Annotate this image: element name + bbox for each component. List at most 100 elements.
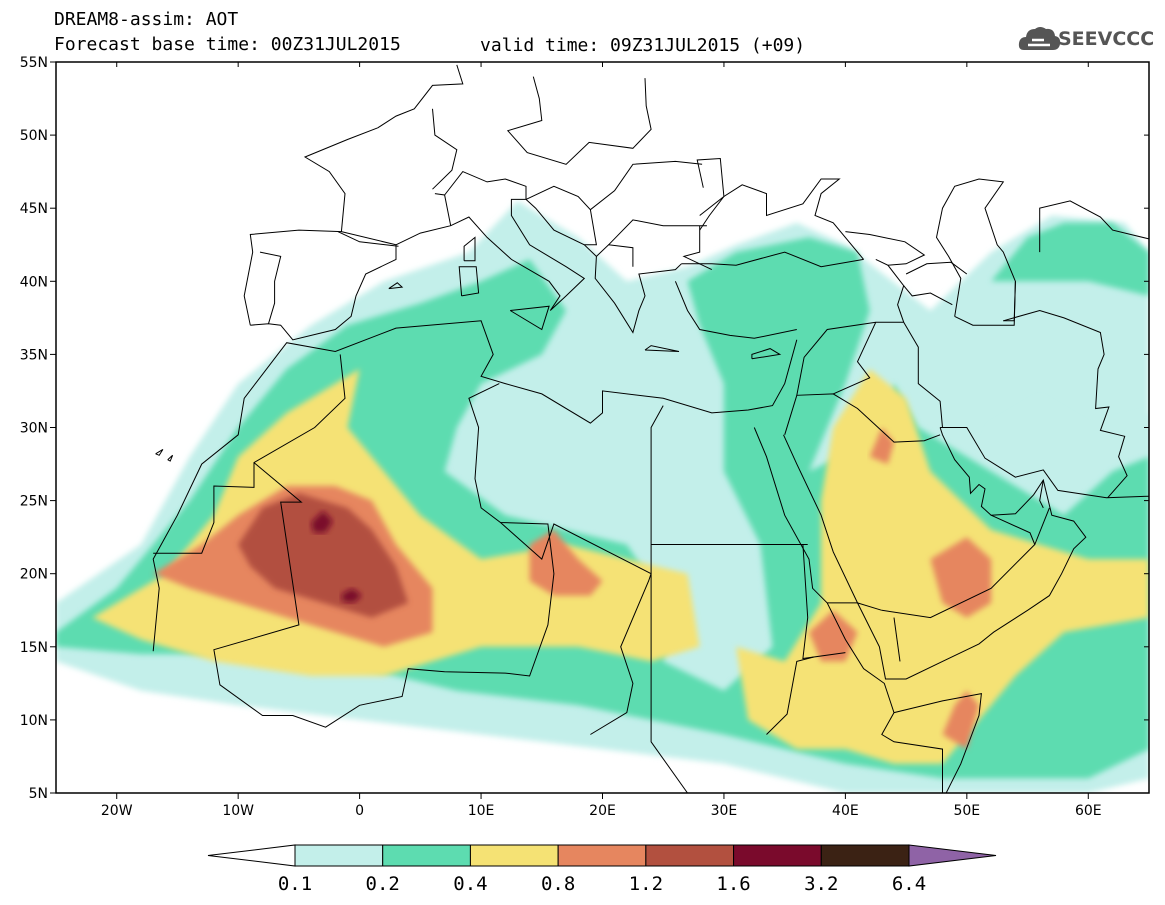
- colorbar-label: 6.4: [892, 873, 926, 895]
- coast-border-line: [696, 157, 725, 216]
- colorbar-segment: [733, 844, 822, 867]
- lon-tick-label: 40E: [832, 803, 859, 819]
- lat-tick-label: 50N: [20, 128, 48, 144]
- coast-border-line: [783, 427, 1087, 680]
- coast-border-line: [766, 656, 814, 735]
- coast-border-line: [590, 573, 652, 735]
- aot-band-0-8-sudan: [809, 610, 858, 662]
- longitude-axis: 20W 10W 0 10E 20E 30E 40E 50E 60E: [101, 62, 1102, 819]
- coast-border-line: [303, 127, 378, 232]
- latitude-axis: 55N 50N 45N 40N 35N 30N 25N 20N 15N 10N 5N: [20, 55, 1149, 802]
- lon-tick-label: 10E: [468, 803, 495, 819]
- coast-border-line: [153, 354, 346, 554]
- lat-tick-label: 15N: [20, 640, 48, 656]
- aot-field: [56, 200, 1149, 793]
- colorbar-label: 0.2: [366, 873, 400, 895]
- coast-border-line: [1003, 281, 1016, 322]
- coast-border-line: [584, 209, 597, 246]
- coast-border-line: [881, 712, 943, 793]
- colorbar-label: 1.6: [716, 873, 750, 895]
- coast-border-line: [509, 305, 550, 331]
- coast-border-line: [444, 170, 527, 200]
- coast-border-line: [650, 405, 664, 574]
- coast-border-line: [682, 225, 713, 271]
- coast-border-line: [1039, 200, 1149, 253]
- lon-tick-label: 60E: [1075, 803, 1102, 819]
- lon-tick-label: 20W: [101, 803, 133, 819]
- colorbar: 0.1 0.2 0.4 0.8 1.2 1.6 3.2 6.4: [207, 844, 997, 895]
- coast-border-line: [432, 108, 458, 190]
- colorbar-label: 0.4: [453, 873, 487, 895]
- coast-border-line: [644, 345, 680, 352]
- coast-border-line: [681, 251, 864, 268]
- coast-border-line: [940, 427, 1149, 499]
- aot-band-0-8-horn: [942, 690, 979, 750]
- coast-border-line: [1039, 480, 1044, 509]
- aot-band-1-2: [238, 493, 409, 618]
- coast-border-line: [903, 285, 953, 306]
- lat-tick-label: 30N: [20, 421, 48, 437]
- coast-border-line: [463, 236, 476, 262]
- coast-border-line: [753, 427, 982, 793]
- coast-border-line: [458, 266, 480, 297]
- coast-border-line: [608, 219, 707, 246]
- colorbar-high-arrow: [908, 844, 997, 867]
- chart-title: DREAM8-assim: AOT: [54, 9, 239, 30]
- colorbar-segment: [294, 844, 384, 867]
- lat-tick-label: 45N: [20, 201, 48, 217]
- coast-border-line: [337, 231, 399, 247]
- coast-border-line: [596, 244, 634, 267]
- colorbar-segment: [645, 844, 735, 867]
- coast-border-line: [1034, 507, 1050, 545]
- coast-border-line: [167, 454, 174, 462]
- aot-band-0-8-arabia: [930, 537, 992, 618]
- lat-tick-label: 20N: [20, 567, 48, 583]
- coast-border-line: [893, 617, 901, 662]
- aot-band-0-2-caspian: [991, 222, 1149, 296]
- aot-band-1-6-b: [341, 588, 362, 603]
- colorbar-label: 0.8: [541, 873, 575, 895]
- lon-tick-label: 0: [355, 803, 364, 819]
- lat-tick-label: 40N: [20, 274, 48, 290]
- cloud-logo-icon: [1018, 27, 1061, 50]
- coast-border-line: [674, 281, 797, 339]
- coast-border-line: [434, 193, 452, 226]
- coast-border-line: [259, 251, 282, 324]
- colorbar-segment: [557, 844, 647, 867]
- valid-time: valid time: 09Z31JUL2015 (+09): [480, 35, 806, 56]
- coast-border-line: [881, 514, 1036, 619]
- lat-tick-label: 10N: [20, 713, 48, 729]
- lat-tick-label: 25N: [20, 494, 48, 510]
- lon-tick-label: 30E: [711, 803, 738, 819]
- aot-band-1-6: [311, 510, 333, 533]
- coast-border-line: [525, 160, 703, 211]
- coast-border-line: [905, 261, 968, 275]
- aot-band-0-8-chad: [529, 529, 603, 596]
- forecast-base-time: Forecast base time: 00Z31JUL2015: [54, 34, 401, 55]
- coast-border-line: [395, 198, 682, 334]
- coast-border-line: [388, 282, 404, 290]
- coast-border-line: [832, 321, 877, 395]
- lon-tick-label: 20E: [589, 803, 616, 819]
- coast-border-line: [1003, 309, 1128, 499]
- coast-border-line: [506, 76, 652, 165]
- colorbar-label: 3.2: [804, 873, 838, 895]
- colorbar-low-arrow: [207, 844, 296, 867]
- colorbar-label: 0.1: [278, 873, 312, 895]
- colorbar-label: 1.2: [629, 873, 663, 895]
- logo-text: SEEVCCC: [1058, 28, 1155, 50]
- colorbar-segment: [382, 844, 471, 867]
- colorbar-segment: [469, 844, 559, 867]
- coastlines: [152, 64, 1149, 793]
- coast-border-line: [751, 348, 782, 360]
- lat-tick-label: 35N: [20, 347, 48, 363]
- lat-tick-label: 55N: [20, 55, 48, 71]
- coast-border-line: [377, 64, 464, 129]
- coast-border-line: [243, 229, 397, 341]
- coast-border-line: [802, 544, 846, 660]
- lat-tick-label: 5N: [29, 786, 48, 802]
- coast-border-line: [155, 448, 164, 456]
- coast-border-line: [887, 264, 905, 323]
- coast-border-line: [827, 602, 882, 611]
